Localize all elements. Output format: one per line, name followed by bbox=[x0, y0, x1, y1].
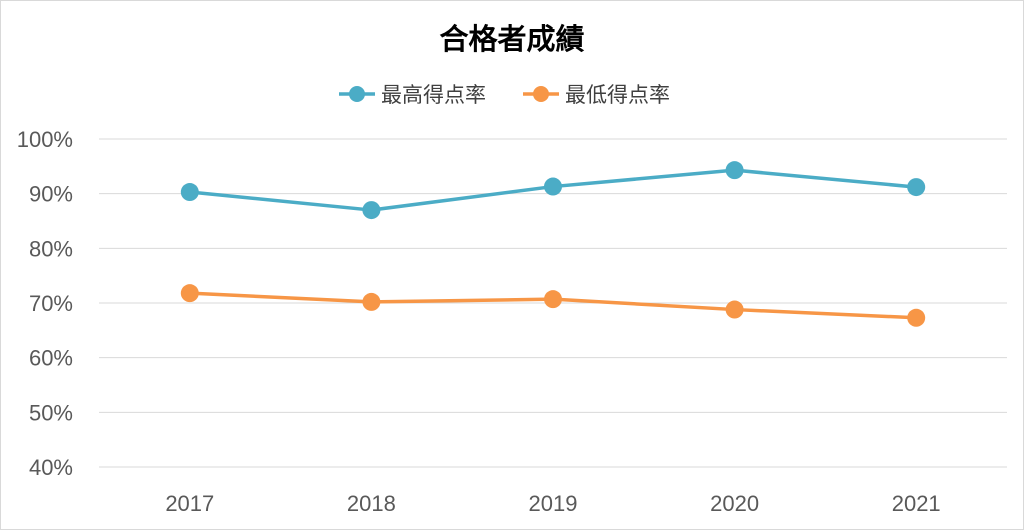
x-axis: 2017 2018 2019 2020 2021 bbox=[165, 491, 940, 516]
data-point bbox=[544, 290, 562, 309]
chart-title: 合格者成績 bbox=[439, 22, 584, 56]
y-tick-label: 90% bbox=[29, 182, 73, 207]
legend-marker bbox=[349, 86, 365, 102]
y-tick-label: 50% bbox=[29, 400, 73, 425]
series-1 bbox=[180, 161, 926, 220]
data-point bbox=[907, 308, 926, 327]
y-tick-label: 100% bbox=[17, 127, 73, 152]
y-axis: 100% 90% 80% 70% 60% 50% 40% bbox=[17, 127, 73, 480]
x-tick-label: 2021 bbox=[892, 491, 941, 516]
y-tick-label: 60% bbox=[29, 346, 73, 371]
y-tick-label: 70% bbox=[29, 291, 73, 316]
data-point bbox=[362, 292, 381, 311]
series-2 bbox=[180, 284, 926, 327]
legend: 最高得点率 最低得点率 bbox=[339, 83, 670, 107]
x-tick-label: 2018 bbox=[347, 491, 396, 516]
x-tick-label: 2019 bbox=[529, 491, 578, 516]
data-point bbox=[907, 178, 926, 197]
data-point bbox=[544, 177, 562, 196]
x-tick-label: 2020 bbox=[710, 491, 759, 516]
y-tick-label: 80% bbox=[29, 236, 73, 261]
series-layer bbox=[180, 161, 926, 327]
y-tick-label: 40% bbox=[29, 455, 73, 480]
data-point bbox=[180, 284, 199, 303]
data-point bbox=[362, 201, 381, 220]
data-point bbox=[725, 161, 744, 180]
data-point bbox=[180, 183, 199, 202]
legend-label: 最高得点率 bbox=[381, 83, 486, 107]
data-point bbox=[725, 300, 744, 319]
x-tick-label: 2017 bbox=[165, 491, 214, 516]
legend-item: 最低得点率 bbox=[523, 83, 670, 107]
legend-marker bbox=[533, 86, 549, 102]
legend-label: 最低得点率 bbox=[565, 83, 670, 107]
legend-item: 最高得点率 bbox=[339, 83, 486, 107]
